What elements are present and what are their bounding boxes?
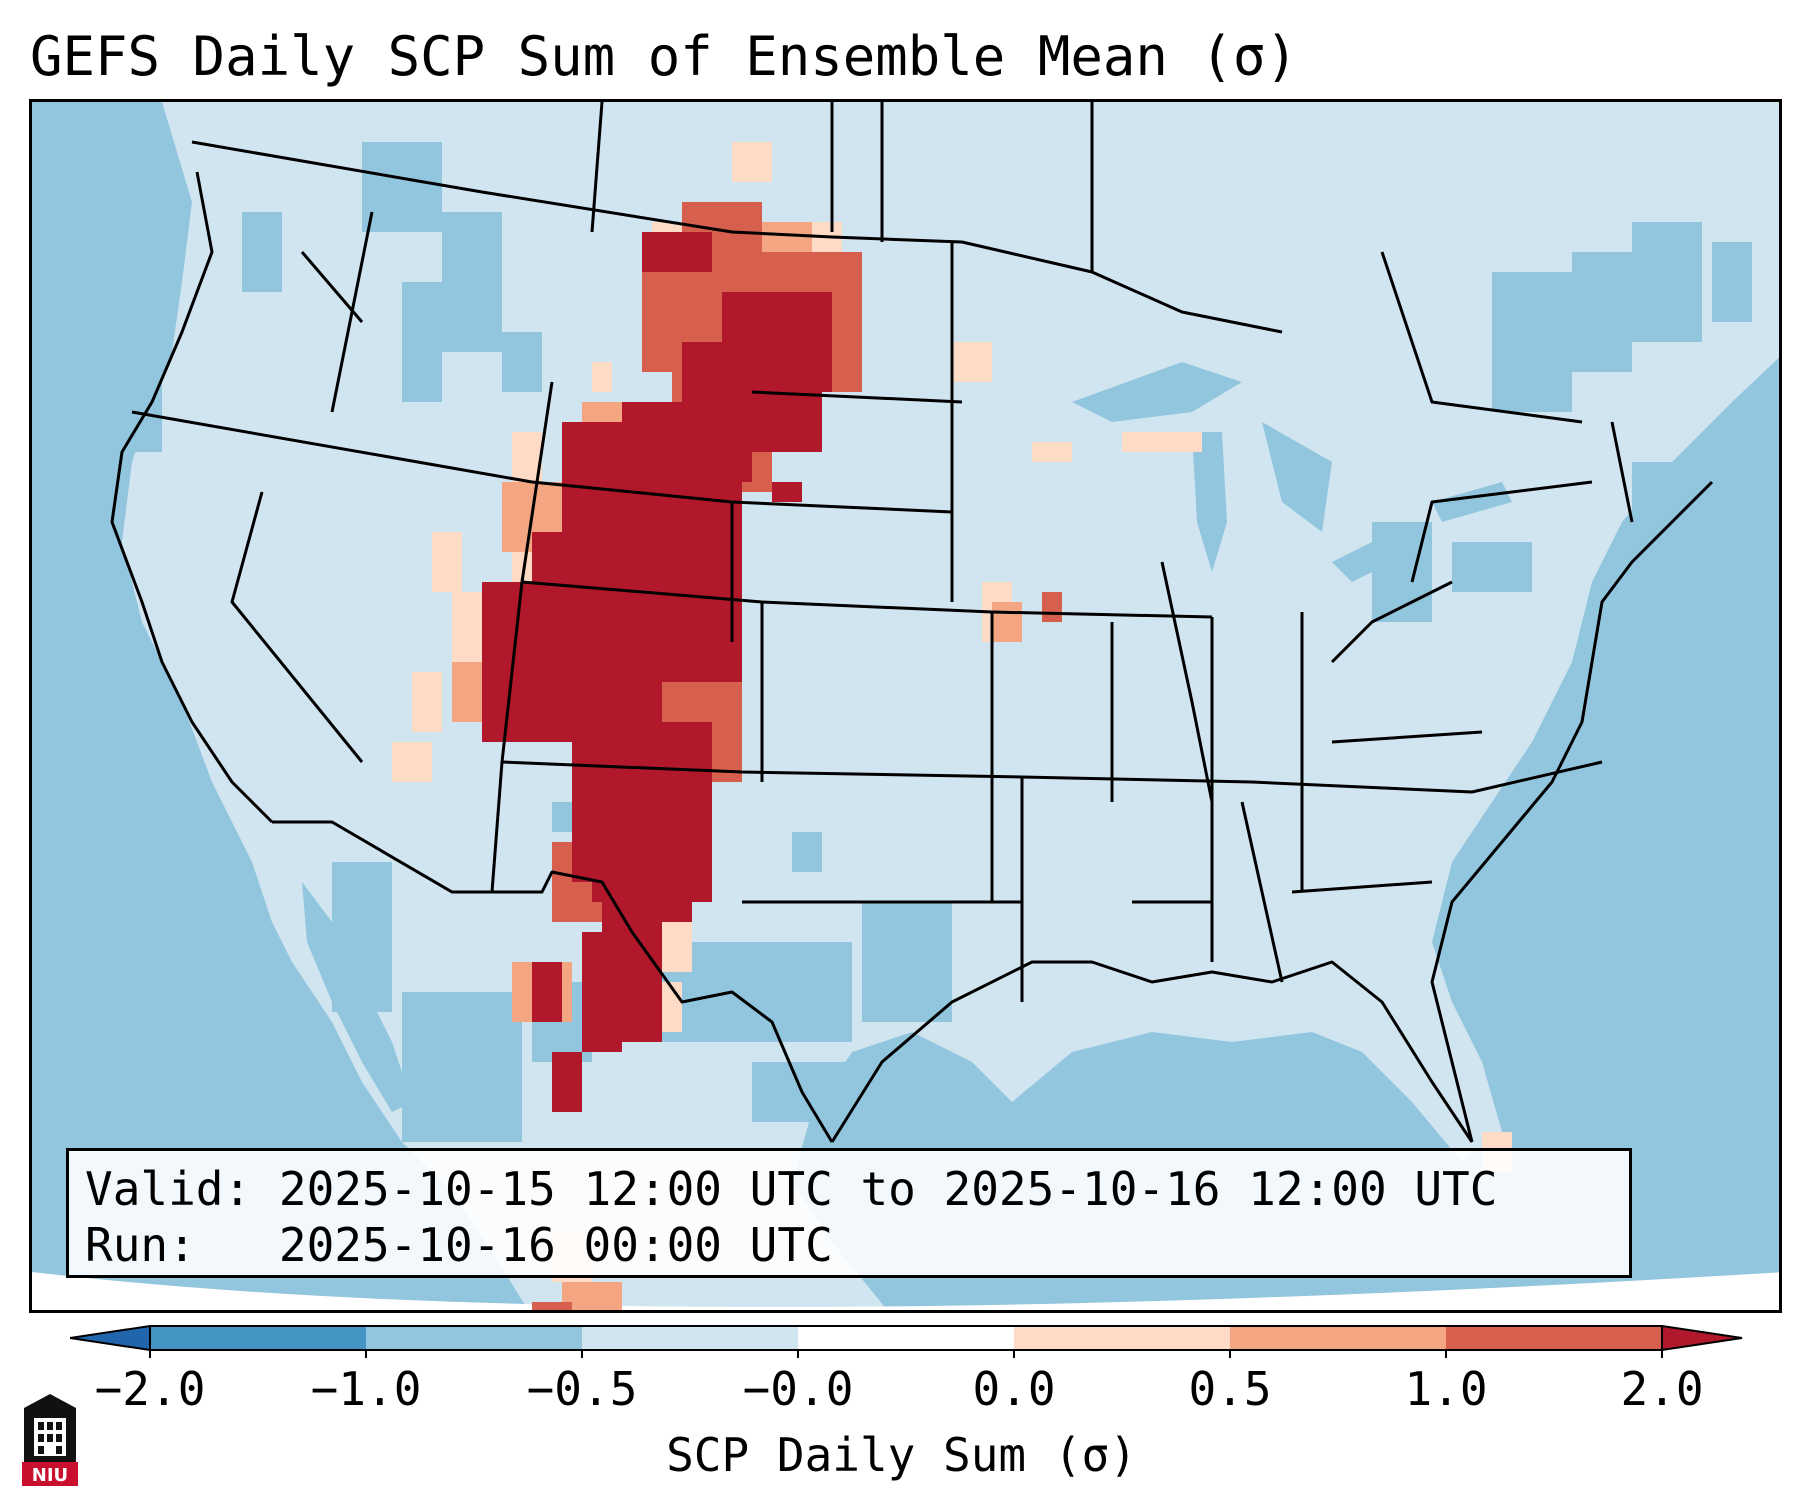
colorbar-tick-label: 1.0 [1404, 1362, 1488, 1416]
colorbar-over-arrow [1661, 1324, 1743, 1352]
logo-text: NIU [32, 1465, 68, 1486]
niu-logo: NIU [22, 1394, 78, 1486]
colorbar-bin-4 [798, 1326, 1014, 1350]
conus-map [32, 102, 1779, 1310]
colorbar-tick-label: −1.0 [310, 1362, 422, 1416]
colorbar [70, 1324, 1743, 1358]
colorbar-bin-5 [1014, 1326, 1230, 1350]
valid-label: Valid: [85, 1162, 252, 1216]
colorbar-tick-label: −2.0 [94, 1362, 206, 1416]
run-value: 2025-10-16 00:00 UTC [278, 1218, 833, 1272]
colorbar-tick-label: 2.0 [1620, 1362, 1704, 1416]
colorbar-label: SCP Daily Sum (σ) [666, 1428, 1137, 1482]
colorbar-bin-2 [366, 1326, 582, 1350]
colorbar-tick-label: 0.0 [972, 1362, 1056, 1416]
colorbar-bin-6 [1230, 1326, 1446, 1350]
colorbar-ticks [149, 1350, 1663, 1358]
valid-run-info-box: Valid: 2025-10-15 12:00 UTC to 2025-10-1… [66, 1148, 1632, 1278]
map-panel [29, 99, 1782, 1313]
colorbar-bin-1 [150, 1326, 366, 1350]
map-title: GEFS Daily SCP Sum of Ensemble Mean (σ) [30, 25, 1298, 88]
run-label: Run: [85, 1218, 196, 1272]
colorbar-under-arrow [70, 1324, 151, 1352]
valid-line: Valid: 2025-10-15 12:00 UTC to 2025-10-1… [85, 1161, 1613, 1217]
colorbar-bin-3 [582, 1326, 798, 1350]
colorbar-outline [149, 1325, 1663, 1351]
colorbar-tick-label: −0.0 [742, 1362, 854, 1416]
state-boundaries [110, 102, 1714, 1143]
colorbar-tick-label: 0.5 [1188, 1362, 1272, 1416]
run-line: Run: 2025-10-16 00:00 UTC [85, 1217, 1613, 1273]
valid-value: 2025-10-15 12:00 UTC to 2025-10-16 12:00… [278, 1162, 1498, 1216]
projection-edge [32, 1272, 1779, 1310]
positive-anomaly-extreme [482, 232, 832, 1112]
colorbar-bin-7 [1446, 1326, 1662, 1350]
colorbar-tick-label: −0.5 [526, 1362, 638, 1416]
